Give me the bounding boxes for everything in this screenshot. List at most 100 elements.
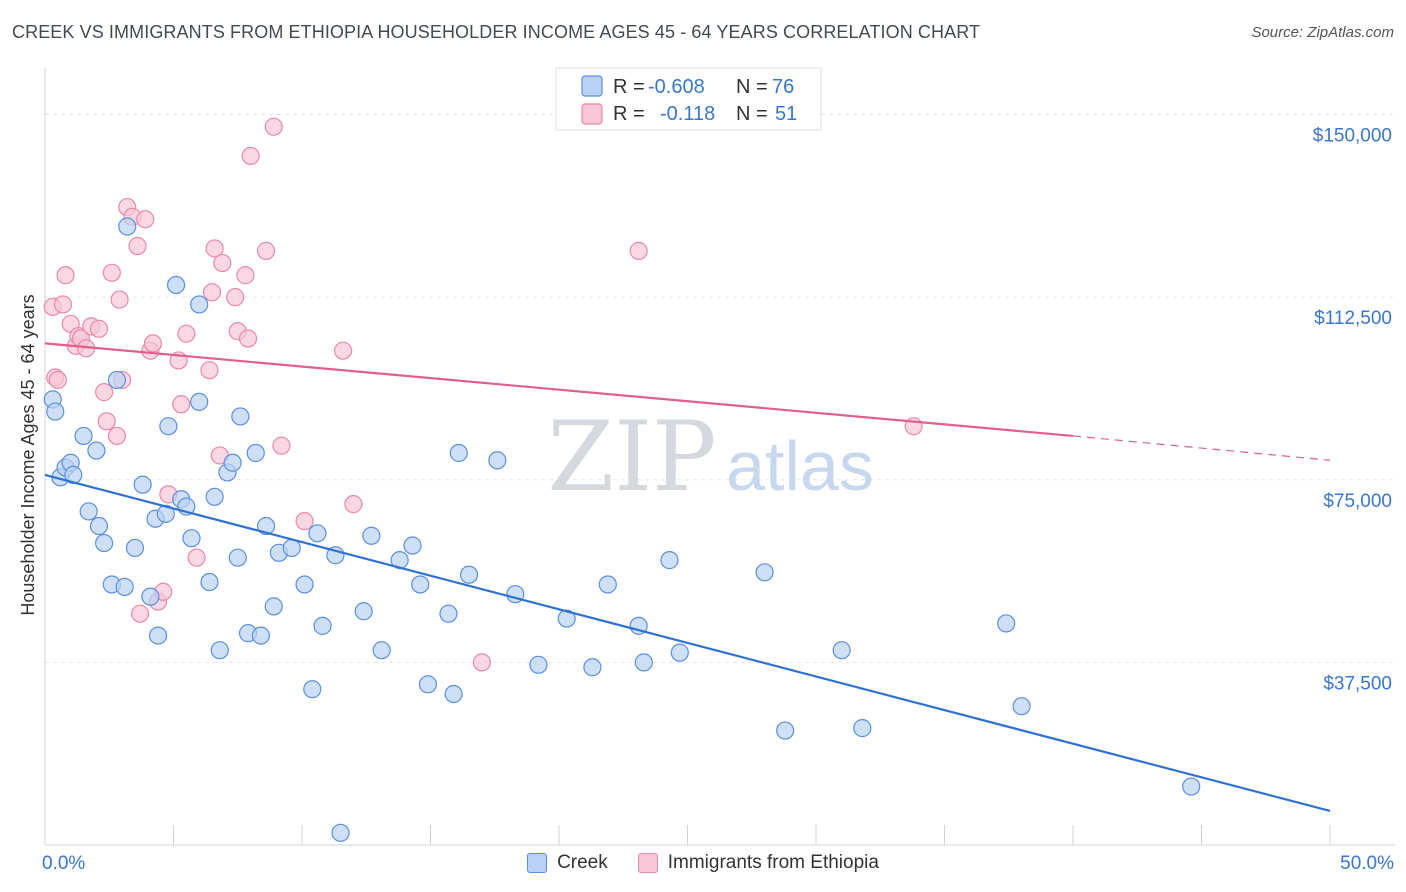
ethiopia-point-31 — [187, 548, 206, 567]
creek-point-75 — [1182, 777, 1201, 796]
creek-point-28 — [200, 572, 219, 592]
legend-r-label-0: R = — [613, 76, 645, 98]
x-tick-label-1: 50.0% — [1340, 853, 1394, 874]
series-immigrants-from-ethiopia — [43, 117, 923, 672]
trend-line-ethiopia-extension — [1072, 435, 1331, 461]
trend-line-creek — [44, 473, 1331, 812]
creek-point-44 — [308, 524, 327, 543]
ethiopia-point-47 — [344, 495, 363, 514]
legend-n-value-0: 76 — [772, 76, 794, 98]
creek-point-58 — [459, 565, 479, 584]
creek-point-30 — [210, 641, 229, 660]
ethiopia-point-41 — [241, 146, 260, 166]
creek-point-57 — [449, 443, 468, 463]
creek-point-49 — [362, 526, 381, 545]
creek-point-17 — [141, 587, 160, 606]
creek-point-29 — [205, 487, 224, 506]
legend-label-creek: Creek — [557, 852, 608, 873]
creek-point-53 — [411, 575, 430, 594]
ethiopia-point-3 — [53, 295, 73, 314]
creek-point-21 — [159, 417, 178, 436]
creek-point-15 — [125, 538, 145, 558]
ethiopia-point-15 — [107, 426, 127, 446]
legend-item-ethiopia: Immigrants from Ethiopia — [637, 852, 879, 874]
legend-r-label-1: R = — [613, 103, 645, 125]
ethiopia-point-11 — [89, 319, 109, 338]
series-creek — [43, 217, 1201, 842]
creek-point-37 — [251, 626, 270, 645]
ethiopia-point-32 — [200, 361, 219, 380]
creek-point-71 — [832, 641, 851, 660]
legend-bottom: Creek Immigrants from Ethiopia — [0, 852, 1406, 874]
ethiopia-point-22 — [136, 210, 155, 229]
creek-point-33 — [228, 548, 247, 567]
creek-point-19 — [148, 626, 168, 645]
creek-point-61 — [529, 655, 548, 674]
creek-point-7 — [79, 502, 98, 521]
legend-bottom-swatch-creek — [527, 853, 548, 873]
legend-r-value-0: -0.608 — [648, 76, 705, 98]
ethiopia-point-21 — [130, 604, 150, 623]
creek-point-22 — [166, 275, 186, 295]
creek-point-56 — [444, 684, 463, 704]
creek-point-68 — [670, 643, 689, 662]
ethiopia-point-12 — [95, 383, 114, 402]
creek-point-9 — [89, 516, 109, 536]
creek-point-38 — [256, 516, 276, 536]
x-tick-label-0: 0.0% — [42, 853, 85, 874]
y-tick-label-2: $112,500 — [1314, 308, 1392, 329]
ethiopia-point-40 — [238, 329, 258, 348]
ethiopia-point-14 — [102, 263, 121, 282]
creek-point-52 — [403, 536, 422, 555]
ethiopia-point-45 — [295, 512, 314, 531]
creek-point-69 — [755, 563, 774, 582]
ethiopia-point-43 — [264, 117, 283, 136]
creek-point-25 — [182, 529, 201, 548]
legend-n-value-1: 51 — [775, 103, 797, 125]
legend-swatch-ethiopia — [581, 103, 603, 125]
ethiopia-point-48 — [472, 653, 491, 672]
legend-swatch-creek — [581, 75, 603, 97]
y-tick-label-0: $37,500 — [1323, 673, 1392, 694]
creek-point-45 — [313, 616, 332, 635]
creek-point-14 — [118, 217, 137, 236]
ethiopia-point-49 — [629, 241, 648, 260]
ethiopia-point-44 — [272, 436, 291, 455]
creek-point-27 — [190, 295, 209, 314]
ethiopia-point-24 — [143, 334, 163, 353]
ethiopia-point-16 — [110, 290, 129, 309]
creek-point-13 — [115, 577, 134, 596]
x-tick-labels: 0.0% 50.0% — [42, 853, 1394, 874]
creek-point-70 — [776, 721, 795, 740]
legend-top: R = -0.608 N = 76 R = -0.118 N = 51 — [555, 67, 822, 131]
creek-point-10 — [95, 533, 114, 553]
ethiopia-point-29 — [172, 395, 191, 414]
creek-point-59 — [488, 451, 507, 470]
watermark-atlas: atlas — [726, 427, 874, 505]
creek-point-8 — [87, 441, 106, 460]
y-tick-label-1: $75,000 — [1323, 491, 1392, 512]
creek-point-72 — [853, 719, 872, 738]
grid-lines — [45, 114, 1395, 663]
creek-point-34 — [231, 407, 250, 426]
trend-lines — [44, 342, 1331, 812]
creek-point-50 — [372, 641, 391, 660]
creek-point-64 — [598, 575, 617, 594]
legend-bottom-swatch-ethiopia — [637, 853, 658, 873]
creek-point-48 — [354, 602, 373, 621]
creek-point-1 — [46, 402, 65, 421]
creek-point-67 — [660, 551, 679, 570]
creek-point-39 — [264, 597, 283, 616]
legend-item-creek: Creek — [527, 852, 608, 874]
creek-point-62 — [557, 609, 576, 628]
source-credit: Source: ZipAtlas.com — [1251, 24, 1394, 41]
legend-label-ethiopia: Immigrants from Ethiopia — [667, 852, 879, 873]
ethiopia-point-20 — [128, 236, 147, 256]
ethiopia-point-36 — [213, 253, 232, 273]
creek-point-32 — [223, 453, 242, 472]
creek-point-36 — [246, 443, 265, 463]
watermark-zip: ZIP — [547, 401, 716, 513]
legend-n-label-1: N = — [736, 103, 768, 125]
creek-point-55 — [439, 604, 458, 623]
creek-point-63 — [583, 658, 602, 677]
